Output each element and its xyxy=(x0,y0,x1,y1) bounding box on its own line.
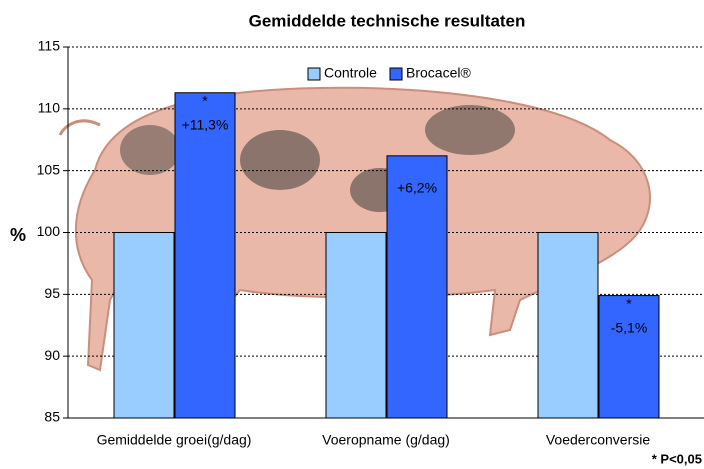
bar xyxy=(326,233,386,419)
footnote: * P<0,05 xyxy=(652,451,702,466)
x-tick-label: Voederconversie xyxy=(546,432,651,448)
bar-note: +11,3% xyxy=(182,116,229,132)
legend-swatch xyxy=(308,68,320,80)
x-tick-label: Gemiddelde groei(g/dag) xyxy=(97,432,252,448)
pig-spot xyxy=(120,125,180,175)
legend-swatch xyxy=(390,68,402,80)
pig-spot xyxy=(425,105,515,155)
y-tick-label: 85 xyxy=(44,409,60,425)
y-tick-label: 95 xyxy=(44,285,60,301)
legend-label: Controle xyxy=(324,65,377,81)
y-tick-label: 90 xyxy=(44,347,60,363)
chart: Gemiddelde technische resultaten % * P<0… xyxy=(0,0,704,469)
bar xyxy=(599,296,659,418)
bar xyxy=(175,93,235,418)
y-axis-label: % xyxy=(10,225,26,245)
bar-note: +6,2% xyxy=(397,180,437,196)
page: Gemiddelde technische resultaten % * P<0… xyxy=(0,0,704,469)
y-tick-label: 110 xyxy=(38,100,61,116)
pig-tail xyxy=(60,121,100,135)
bar xyxy=(114,233,174,419)
bar xyxy=(538,233,598,419)
y-tick-label: 115 xyxy=(38,38,61,54)
y-tick-label: 105 xyxy=(37,161,61,177)
significance-marker: * xyxy=(626,295,632,311)
legend-label: Brocacel® xyxy=(406,65,471,81)
pig-spot xyxy=(240,130,320,190)
chart-title: Gemiddelde technische resultaten xyxy=(249,11,526,30)
x-tick-label: Voeropname (g/dag) xyxy=(322,432,450,448)
bar-note: -5,1% xyxy=(611,319,648,335)
significance-marker: * xyxy=(202,92,208,108)
y-tick-label: 100 xyxy=(37,223,61,239)
